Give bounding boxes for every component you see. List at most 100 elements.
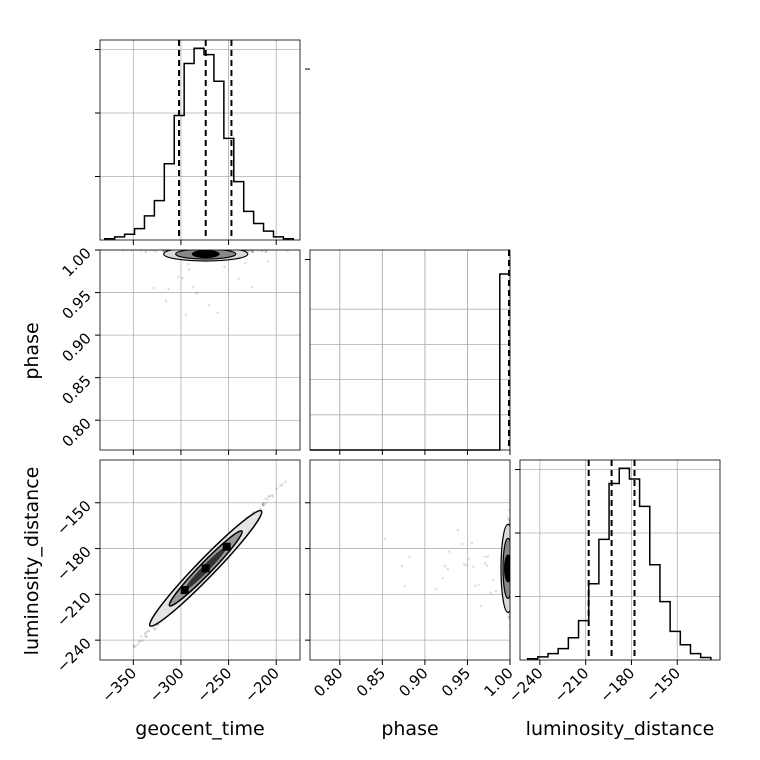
sample-point <box>507 508 510 512</box>
scatter-geocent-time-vs-luminosity-distance <box>132 480 287 649</box>
sample-point <box>266 498 270 502</box>
sample-point <box>121 250 125 252</box>
sample-point <box>261 503 265 507</box>
sample-point <box>264 250 267 254</box>
panel-frame <box>519 459 721 661</box>
sample-point <box>144 635 147 638</box>
panel-frame <box>309 459 511 661</box>
y-tick-label: −150 <box>53 497 95 539</box>
sample-point <box>136 643 139 647</box>
sample-point <box>441 577 444 580</box>
x-axis-label-luminosity-distance: luminosity_distance <box>526 718 715 740</box>
sample-point <box>456 528 460 532</box>
sample-point <box>508 519 510 522</box>
y-tick-label: 0.85 <box>58 372 94 408</box>
panel-frame <box>309 249 511 451</box>
sample-point <box>164 299 168 303</box>
y-tick-label: −210 <box>53 588 95 630</box>
sample-point <box>139 250 143 252</box>
sample-point <box>181 276 184 280</box>
y-tick-label: −240 <box>53 634 95 676</box>
y-tick-label: 1.00 <box>58 244 94 280</box>
sample-point <box>195 291 199 295</box>
sample-point <box>483 555 487 558</box>
sample-point <box>447 550 451 553</box>
sample-point <box>223 265 226 268</box>
sample-point <box>483 561 487 565</box>
sample-point <box>133 645 137 648</box>
sample-point <box>489 591 492 595</box>
sample-point <box>249 250 253 252</box>
sample-point <box>264 497 268 500</box>
sample-point <box>161 250 165 253</box>
sample-point <box>162 250 166 253</box>
sample-point <box>137 641 140 644</box>
sample-point <box>146 629 149 633</box>
sample-point <box>261 503 265 506</box>
sample-point <box>141 639 144 642</box>
sample-point <box>434 587 437 591</box>
sample-point <box>144 631 148 635</box>
x-tick-label: −250 <box>194 664 236 706</box>
sample-point <box>477 583 481 586</box>
sample-point <box>145 635 148 638</box>
sample-point <box>494 589 498 593</box>
sample-point <box>403 585 406 588</box>
sample-point <box>508 517 510 521</box>
x-tick-label: −150 <box>642 664 684 706</box>
sample-point <box>383 537 387 541</box>
y-tick-label: −180 <box>53 543 95 585</box>
sample-point <box>268 494 271 498</box>
sample-point <box>167 287 170 291</box>
sample-point <box>267 495 271 499</box>
histogram-steps <box>526 467 712 660</box>
sample-point <box>143 632 147 636</box>
sample-point <box>281 483 284 486</box>
sample-point <box>485 564 489 567</box>
sample-point <box>264 250 268 253</box>
sample-point <box>279 484 282 487</box>
x-tick-label: −180 <box>596 664 638 706</box>
x-tick-label: 0.85 <box>353 664 389 700</box>
panels: −240 −210 −180 −1500.800.850.900.951.00−240… <box>53 39 721 706</box>
sample-point <box>266 260 270 263</box>
sample-point <box>216 311 220 315</box>
x-tick-label: −240 <box>505 664 547 706</box>
y-axis-label-luminosity-distance: luminosity_distance <box>21 467 43 656</box>
sample-point <box>486 555 490 559</box>
sample-point <box>260 250 264 252</box>
sample-point <box>270 493 274 497</box>
sample-point <box>467 557 471 560</box>
sample-point <box>237 277 240 280</box>
sample-point <box>507 615 510 619</box>
sample-point <box>261 502 265 506</box>
sample-point <box>250 285 254 289</box>
x-axis-label-geocent-time: geocent_time <box>135 718 264 740</box>
x-tick-label: 0.95 <box>438 664 474 700</box>
x-axis-label-phase: phase <box>381 718 438 740</box>
panel-frame <box>99 459 301 661</box>
sample-point <box>144 250 148 254</box>
sample-point <box>470 541 474 545</box>
sample-point <box>154 627 158 631</box>
sample-point <box>258 507 262 511</box>
sample-point <box>144 250 147 252</box>
sample-point <box>251 250 255 254</box>
sample-point <box>284 480 287 484</box>
sample-point <box>139 635 143 638</box>
contour-core <box>504 554 510 583</box>
sample-point <box>264 501 267 505</box>
sample-point <box>184 313 188 316</box>
sample-point <box>132 645 136 649</box>
sample-point <box>408 555 411 559</box>
sample-point <box>260 250 264 252</box>
sample-point <box>207 303 211 307</box>
y-tick-label: 0.90 <box>58 329 94 365</box>
sample-point <box>177 275 180 279</box>
density-cell <box>201 564 210 573</box>
y-tick-label: 0.80 <box>58 414 94 450</box>
sample-point <box>275 487 279 490</box>
density-cell <box>180 586 189 595</box>
panel-frame <box>99 39 301 241</box>
